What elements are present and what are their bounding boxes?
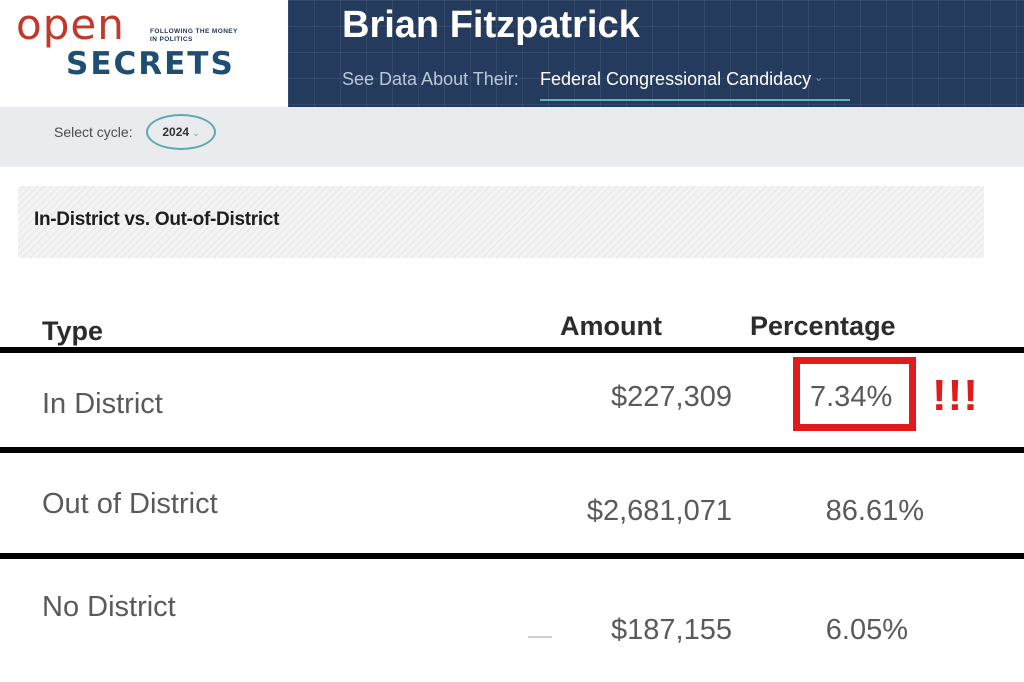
candidacy-dropdown-label: Federal Congressional Candidacy [540,69,812,89]
row-percentage: 6.05% [825,614,908,646]
section-title: In-District vs. Out-of-District [34,209,280,230]
row-amount: $2,681,071 [586,495,732,527]
column-header-percentage: Percentage [750,311,896,341]
section-heading: In-District vs. Out-of-District [18,186,984,258]
logo-secrets-text: SECRETS [66,46,235,82]
row-percentage: 86.61% [825,495,924,527]
cycle-bar: Select cycle: 2024 ⌄ [0,107,1024,167]
row-type: In District [42,388,163,420]
row-divider [0,553,1024,559]
see-data-label: See Data About Their: [342,69,519,89]
column-header-type: Type [42,316,104,346]
row-divider [0,447,1024,453]
opensecrets-logo[interactable]: open FOLLOWING THE MONEY IN POLITICS SEC… [0,0,288,107]
cycle-select-value: 2024 [162,125,190,139]
logo-open-text: open [16,0,125,49]
column-header-amount: Amount [560,311,662,341]
candidate-header: Brian Fitzpatrick See Data About Their: … [288,0,1024,107]
chevron-down-icon: ⌄ [192,128,200,138]
cycle-select[interactable]: 2024 ⌄ [146,114,216,150]
cycle-label: Select cycle: [54,124,133,140]
row-divider [0,347,1024,353]
row-type: No District [42,591,176,623]
exclamation-marks: !!! [932,371,979,420]
candidate-name: Brian Fitzpatrick [342,4,640,46]
row-amount: $187,155 [611,614,732,646]
candidacy-dropdown[interactable]: Federal Congressional Candidacy ⌄ [540,68,850,101]
row-amount: $227,309 [611,381,732,413]
logo-tagline: FOLLOWING THE MONEY IN POLITICS [150,28,238,43]
row-type: Out of District [42,488,218,520]
chevron-down-icon: ⌄ [814,72,824,84]
decorative-dash [528,636,552,638]
highlight-box [793,357,916,431]
row-percentage: 7.34% [810,381,893,413]
